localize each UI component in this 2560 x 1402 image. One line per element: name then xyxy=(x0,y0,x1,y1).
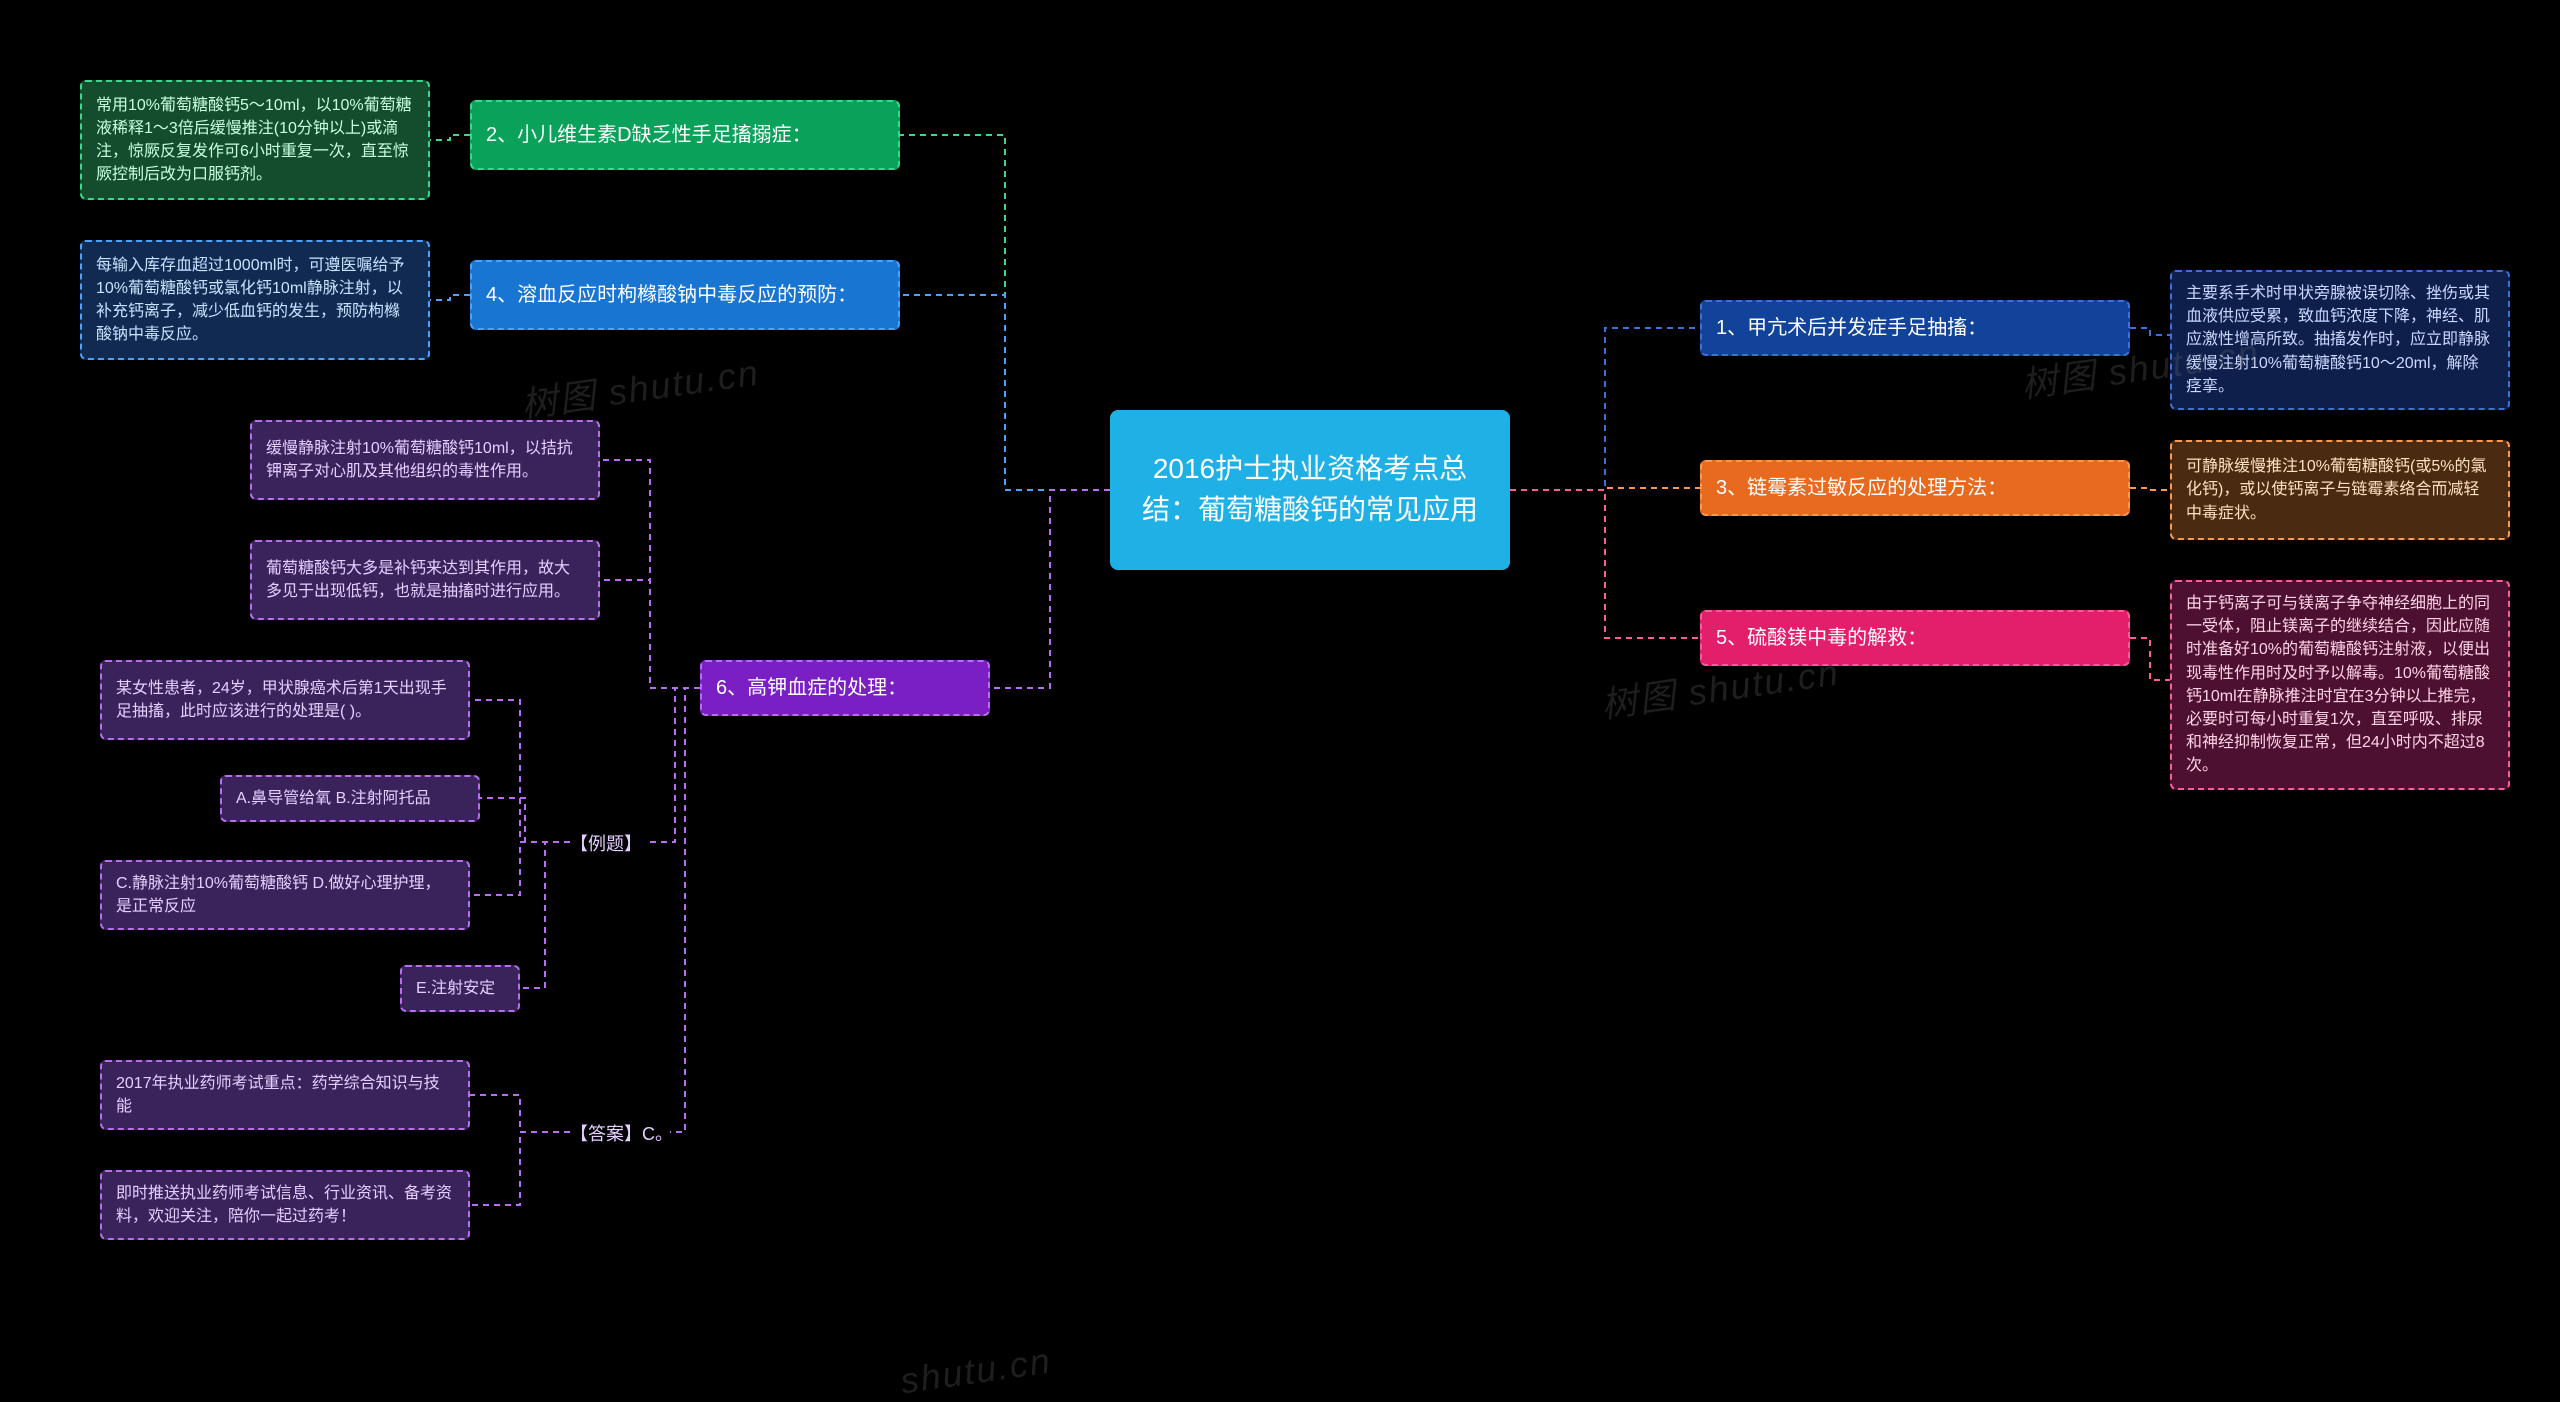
branch-3-leaf-text: 可静脉缓慢推注10%葡萄糖酸钙(或5%的氯化钙)，或以使钙离子与链霉素络合而减轻… xyxy=(2186,455,2494,525)
branch-1-text: 1、甲亢术后并发症手足抽搐： xyxy=(1716,314,1987,343)
branch-5[interactable]: 5、硫酸镁中毒的解救： xyxy=(1700,610,2130,666)
branch-1-leaf-text: 主要系手术时甲状旁腺被误切除、挫伤或其血液供应受累，致血钙浓度下降，神经、肌应激… xyxy=(2186,282,2494,398)
branch-2-leaf-text: 常用10%葡萄糖酸钙5～10ml，以10%葡萄糖液稀释1～3倍后缓慢推注(10分… xyxy=(96,94,414,187)
example-option-ab-text: A.鼻导管给氧 B.注射阿托品 xyxy=(236,787,431,810)
answer-note-1[interactable]: 2017年执业药师考试重点：药学综合知识与技能 xyxy=(100,1060,470,1130)
branch-4-leaf-text: 每输入库存血超过1000ml时，可遵医嘱给予10%葡萄糖酸钙或氯化钙10ml静脉… xyxy=(96,254,414,347)
branch-2[interactable]: 2、小儿维生素D缺乏性手足搐搦症： xyxy=(470,100,900,170)
branch-1-leaf[interactable]: 主要系手术时甲状旁腺被误切除、挫伤或其血液供应受累，致血钙浓度下降，神经、肌应激… xyxy=(2170,270,2510,410)
branch-6-text: 6、高钾血症的处理： xyxy=(716,674,907,703)
example-label: 【例题】 xyxy=(570,830,642,856)
branch-2-leaf[interactable]: 常用10%葡萄糖酸钙5～10ml，以10%葡萄糖液稀释1～3倍后缓慢推注(10分… xyxy=(80,80,430,200)
center-text: 2016护士执业资格考点总结：葡萄糖酸钙的常见应用 xyxy=(1126,449,1494,530)
branch-5-leaf-text: 由于钙离子可与镁离子争夺神经细胞上的同一受体，阻止镁离子的继续结合，因此应随时准… xyxy=(2186,592,2494,778)
answer-label: 【答案】C。 xyxy=(570,1120,673,1146)
example-question[interactable]: 某女性患者，24岁，甲状腺癌术后第1天出现手足抽搐，此时应该进行的处理是( )。 xyxy=(100,660,470,740)
branch-2-text: 2、小儿维生素D缺乏性手足搐搦症： xyxy=(486,121,812,150)
branch-6[interactable]: 6、高钾血症的处理： xyxy=(700,660,990,716)
branch-1[interactable]: 1、甲亢术后并发症手足抽搐： xyxy=(1700,300,2130,356)
branch-3[interactable]: 3、链霉素过敏反应的处理方法： xyxy=(1700,460,2130,516)
branch-6-child-2-text: 葡萄糖酸钙大多是补钙来达到其作用，故大多见于出现低钙，也就是抽搐时进行应用。 xyxy=(266,557,584,603)
example-option-cd-text: C.静脉注射10%葡萄糖酸钙 D.做好心理护理，是正常反应 xyxy=(116,872,454,918)
example-question-text: 某女性患者，24岁，甲状腺癌术后第1天出现手足抽搐，此时应该进行的处理是( )。 xyxy=(116,677,454,723)
branch-6-child-1-text: 缓慢静脉注射10%葡萄糖酸钙10ml，以拮抗钾离子对心肌及其他组织的毒性作用。 xyxy=(266,437,584,483)
answer-note-2-text: 即时推送执业药师考试信息、行业资讯、备考资料，欢迎关注，陪你一起过药考！ xyxy=(116,1182,454,1228)
answer-note-2[interactable]: 即时推送执业药师考试信息、行业资讯、备考资料，欢迎关注，陪你一起过药考！ xyxy=(100,1170,470,1240)
answer-note-1-text: 2017年执业药师考试重点：药学综合知识与技能 xyxy=(116,1072,454,1118)
branch-6-child-1[interactable]: 缓慢静脉注射10%葡萄糖酸钙10ml，以拮抗钾离子对心肌及其他组织的毒性作用。 xyxy=(250,420,600,500)
branch-3-leaf[interactable]: 可静脉缓慢推注10%葡萄糖酸钙(或5%的氯化钙)，或以使钙离子与链霉素络合而减轻… xyxy=(2170,440,2510,540)
example-option-e-text: E.注射安定 xyxy=(416,977,495,1000)
example-option-cd[interactable]: C.静脉注射10%葡萄糖酸钙 D.做好心理护理，是正常反应 xyxy=(100,860,470,930)
branch-5-text: 5、硫酸镁中毒的解救： xyxy=(1716,624,1927,653)
branch-4-leaf[interactable]: 每输入库存血超过1000ml时，可遵医嘱给予10%葡萄糖酸钙或氯化钙10ml静脉… xyxy=(80,240,430,360)
center-node[interactable]: 2016护士执业资格考点总结：葡萄糖酸钙的常见应用 xyxy=(1110,410,1510,570)
branch-6-child-2[interactable]: 葡萄糖酸钙大多是补钙来达到其作用，故大多见于出现低钙，也就是抽搐时进行应用。 xyxy=(250,540,600,620)
branch-4[interactable]: 4、溶血反应时枸橼酸钠中毒反应的预防： xyxy=(470,260,900,330)
branch-4-text: 4、溶血反应时枸橼酸钠中毒反应的预防： xyxy=(486,281,857,310)
branch-3-text: 3、链霉素过敏反应的处理方法： xyxy=(1716,474,2007,503)
branch-5-leaf[interactable]: 由于钙离子可与镁离子争夺神经细胞上的同一受体，阻止镁离子的继续结合，因此应随时准… xyxy=(2170,580,2510,790)
example-option-ab[interactable]: A.鼻导管给氧 B.注射阿托品 xyxy=(220,775,480,822)
mindmap-canvas: 2016护士执业资格考点总结：葡萄糖酸钙的常见应用 1、甲亢术后并发症手足抽搐：… xyxy=(0,0,2560,1389)
example-option-e[interactable]: E.注射安定 xyxy=(400,965,520,1012)
